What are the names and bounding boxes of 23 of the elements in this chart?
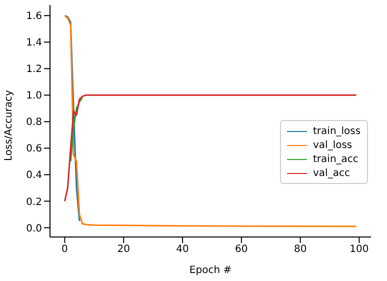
x-tick-label: 100 xyxy=(350,244,369,256)
y-tick-label: 1.2 xyxy=(26,64,42,76)
y-tick-label: 1.4 xyxy=(26,38,42,49)
legend-label: train_acc xyxy=(313,154,358,164)
x-tick-label: 20 xyxy=(117,244,130,256)
legend-label: val_loss xyxy=(313,140,352,150)
x-tick-label: 80 xyxy=(294,244,307,256)
legend-label: train_loss xyxy=(313,126,361,136)
x-tick-label: 40 xyxy=(176,244,189,256)
y-tick-label: 0.2 xyxy=(26,196,42,208)
y-tick-label: 1.0 xyxy=(26,90,42,102)
x-tick-label: 0 xyxy=(62,244,68,256)
line-series xyxy=(64,14,80,222)
y-tick-label: 0.8 xyxy=(26,117,42,128)
y-tick-label: 1.6 xyxy=(26,11,42,22)
y-tick-label: 0.0 xyxy=(26,223,42,234)
x-axis-title: Epoch # xyxy=(189,265,232,276)
legend-label: val_acc xyxy=(313,168,350,178)
line-series xyxy=(70,97,84,162)
y-axis-title: Loss/Accuracy xyxy=(4,90,15,161)
x-tick-label: 60 xyxy=(235,244,248,256)
y-tick-label: 0.6 xyxy=(26,144,42,155)
y-tick-label: 0.4 xyxy=(26,170,42,182)
